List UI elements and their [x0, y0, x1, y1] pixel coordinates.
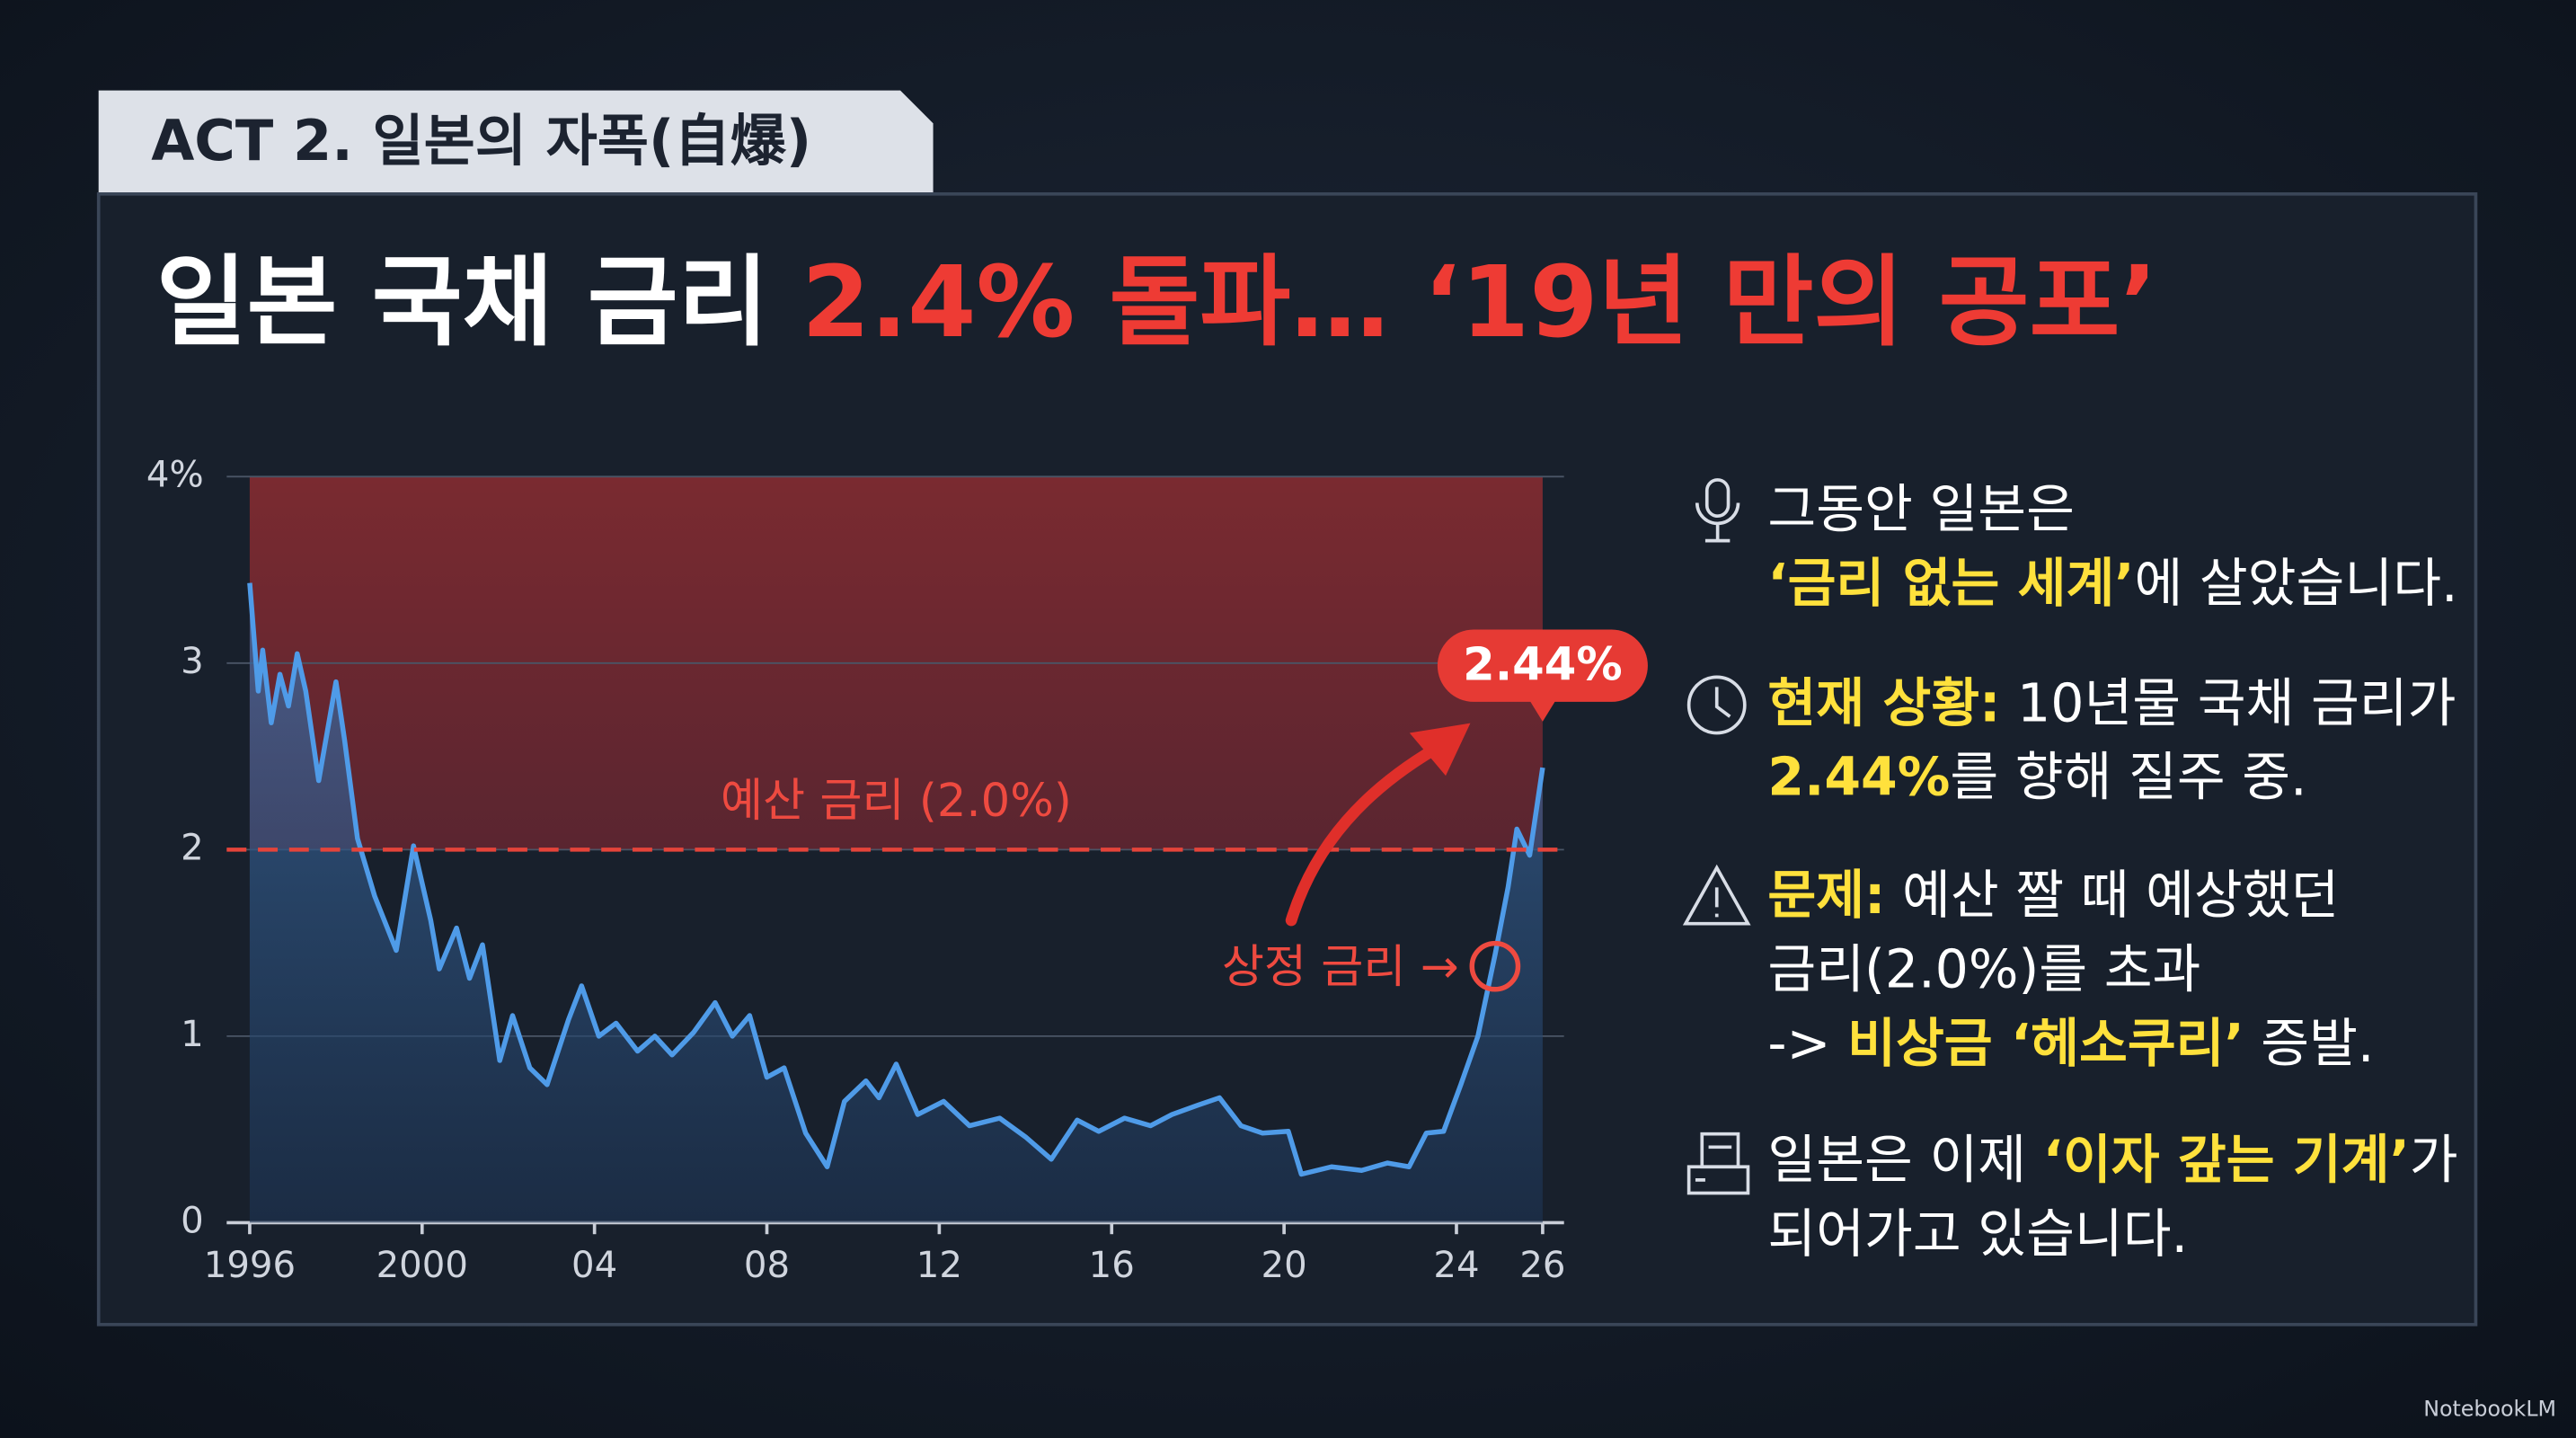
note-text: 되어가고 있습니다.	[1767, 1203, 2188, 1265]
value-bubble-label: 2.44%	[1463, 638, 1623, 692]
note-highlight: ‘금리 없는 세계’	[1767, 553, 2134, 614]
x-tick-label: 1996	[204, 1245, 296, 1286]
act-tag: ACT 2. 일본의 자폭(自爆)	[151, 108, 811, 173]
x-tick-label: 04	[571, 1245, 617, 1286]
machine-icon	[1700, 1132, 1740, 1169]
note-line: 되어가고 있습니다.	[1767, 1203, 2188, 1265]
y-tick-label: 0	[181, 1200, 204, 1241]
note-line: 2.44%를 향해 질주 중.	[1767, 747, 2306, 808]
x-tick-label: 24	[1433, 1245, 1479, 1286]
y-tick-label: 4%	[146, 454, 204, 495]
machine-icon	[1695, 1145, 1732, 1182]
reference-label: 예산 금리 (2.0%)	[721, 774, 1072, 828]
tag-box	[98, 90, 934, 192]
note-text: 10년물 국채 금리가	[2000, 672, 2456, 733]
x-tick-label: 12	[916, 1245, 962, 1286]
notes: 그동안 일본은 ‘금리 없는 세계’에 살았습니다. 현재 상황: 10년물 국채 …	[1767, 479, 2457, 1265]
y-tick-label: 1	[181, 1014, 204, 1055]
x-tick-label: 2000	[376, 1245, 468, 1286]
note-text: 를 향해 질주 중.	[1950, 747, 2306, 808]
y-tick-label: 2	[181, 827, 204, 868]
x-tick-label: 26	[1519, 1245, 1565, 1286]
mic-icon	[1695, 502, 1740, 543]
area	[249, 582, 1543, 1223]
note-line: 현재 상황: 10년물 국채 금리가	[1767, 672, 2456, 733]
clock-icon	[1686, 675, 1747, 735]
note-text: 예산 짤 때 예상했던	[1885, 865, 2339, 926]
x-tick-label: 16	[1089, 1245, 1135, 1286]
x-tick-label: 20	[1261, 1245, 1307, 1286]
assumed-rate-label: 상정 금리 →	[1222, 940, 1459, 994]
icons	[1682, 478, 1751, 1195]
value-bubble	[1437, 629, 1648, 702]
note-line: 문제: 예산 짤 때 예상했던	[1767, 865, 2339, 926]
note-text: 그동안 일본은	[1767, 479, 2075, 540]
title-part: 일본 국채 금리	[156, 244, 769, 360]
note-highlight: 현재 상황:	[1767, 672, 2000, 733]
watermark: NotebookLM	[2423, 1396, 2556, 1421]
value-bubble-tail	[1529, 700, 1556, 722]
note-highlight: 2.44%	[1767, 747, 1950, 808]
note-highlight: ‘이자 갚는 기계’	[2043, 1130, 2410, 1191]
note-text: 에 살았습니다.	[2135, 553, 2458, 614]
note-highlight: 비상금 ‘헤소쿠리’	[1847, 1013, 2244, 1074]
x-tick-label: 08	[744, 1245, 790, 1286]
trend-arrowhead	[1409, 723, 1471, 777]
title-part: 2.4% 돌파… ‘19년 만의 공포’	[801, 244, 2157, 360]
note-text: 증발.	[2244, 1013, 2375, 1074]
warning-icon	[1682, 864, 1751, 926]
note-text: 일본은 이제	[1767, 1130, 2042, 1191]
line	[247, 582, 1545, 1177]
trend-arrow	[1285, 737, 1452, 927]
note-line: 금리(2.0%)를 초과	[1767, 939, 2200, 1000]
clock-icon	[1714, 687, 1731, 718]
note-text: 가	[2410, 1130, 2458, 1191]
assumed-rate-marker	[1469, 940, 1521, 992]
note-line: 그동안 일본은	[1767, 479, 2075, 540]
note-line: ‘금리 없는 세계’에 살았습니다.	[1767, 553, 2457, 614]
title: 일본 국채 금리 2.4% 돌파… ‘19년 만의 공포’	[156, 244, 2157, 360]
note-text: ->	[1767, 1013, 1847, 1074]
note-line: -> 비상금 ‘헤소쿠리’ 증발.	[1767, 1013, 2374, 1074]
y-tick-label: 3	[181, 641, 204, 682]
note-line: 일본은 이제 ‘이자 갚는 기계’가	[1767, 1130, 2457, 1191]
note-text: 금리(2.0%)를 초과	[1767, 939, 2200, 1000]
note-highlight: 문제:	[1767, 865, 1885, 926]
mic-icon	[1704, 478, 1731, 519]
